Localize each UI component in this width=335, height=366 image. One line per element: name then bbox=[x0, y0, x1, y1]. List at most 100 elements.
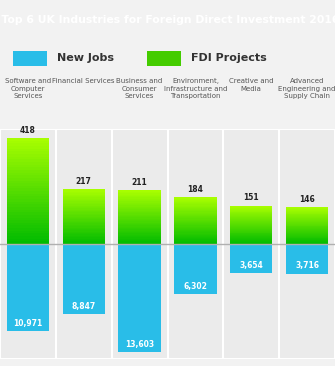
Bar bbox=[63, 220, 105, 222]
Bar bbox=[286, 207, 328, 208]
Bar bbox=[286, 232, 328, 233]
Bar bbox=[118, 190, 161, 192]
Bar bbox=[118, 193, 161, 195]
Bar bbox=[286, 213, 328, 214]
Bar bbox=[286, 210, 328, 212]
Bar bbox=[286, 224, 328, 225]
Bar bbox=[63, 242, 105, 244]
Bar bbox=[63, 219, 105, 221]
Bar bbox=[7, 244, 49, 331]
Bar bbox=[286, 217, 328, 218]
Bar bbox=[118, 238, 161, 240]
Bar bbox=[286, 209, 328, 210]
Bar bbox=[174, 222, 217, 223]
Bar bbox=[7, 209, 49, 212]
Bar bbox=[174, 201, 217, 202]
Bar bbox=[118, 227, 161, 228]
Bar bbox=[230, 208, 272, 209]
Bar bbox=[7, 239, 49, 241]
Bar bbox=[286, 237, 328, 239]
Bar bbox=[230, 217, 272, 218]
Bar bbox=[286, 212, 328, 213]
Bar bbox=[63, 211, 105, 212]
Bar bbox=[7, 141, 49, 143]
Bar bbox=[230, 241, 272, 242]
Bar bbox=[7, 207, 49, 210]
Bar bbox=[118, 225, 161, 227]
Bar bbox=[174, 199, 217, 201]
Bar bbox=[230, 221, 272, 222]
Bar bbox=[230, 234, 272, 235]
Bar bbox=[174, 237, 217, 238]
Bar bbox=[230, 228, 272, 230]
Bar bbox=[286, 212, 328, 213]
Bar bbox=[286, 231, 328, 232]
Bar bbox=[230, 225, 272, 226]
Bar bbox=[63, 197, 105, 199]
Text: 217: 217 bbox=[76, 177, 92, 186]
Bar bbox=[7, 220, 49, 223]
Bar bbox=[286, 225, 328, 227]
Bar bbox=[286, 236, 328, 238]
Bar bbox=[174, 236, 217, 237]
Bar bbox=[118, 219, 161, 220]
Bar bbox=[63, 215, 105, 217]
Bar bbox=[279, 129, 335, 359]
Bar bbox=[230, 227, 272, 228]
Bar bbox=[63, 226, 105, 228]
Bar bbox=[174, 228, 217, 229]
Bar bbox=[7, 157, 49, 159]
Bar bbox=[174, 224, 217, 225]
Bar bbox=[174, 202, 217, 203]
Bar bbox=[63, 208, 105, 210]
Bar bbox=[174, 225, 217, 227]
Bar bbox=[63, 237, 105, 239]
Bar bbox=[118, 197, 161, 199]
Bar bbox=[7, 241, 49, 244]
Bar bbox=[7, 138, 49, 141]
Bar bbox=[230, 239, 272, 240]
Bar bbox=[63, 205, 105, 207]
Bar bbox=[230, 238, 272, 239]
Bar bbox=[230, 228, 272, 229]
Bar bbox=[286, 224, 328, 225]
Bar bbox=[63, 201, 105, 203]
Bar bbox=[7, 162, 49, 165]
Bar bbox=[118, 216, 161, 217]
Bar bbox=[230, 235, 272, 236]
Bar bbox=[230, 223, 272, 224]
Bar bbox=[230, 206, 272, 207]
Bar bbox=[118, 206, 161, 208]
Bar bbox=[286, 210, 328, 211]
Bar bbox=[286, 244, 328, 273]
Bar bbox=[147, 51, 181, 66]
Text: Advanced
Engineering and
Supply Chain: Advanced Engineering and Supply Chain bbox=[278, 78, 335, 99]
Bar bbox=[230, 229, 272, 231]
Text: 3,716: 3,716 bbox=[295, 261, 319, 270]
Bar bbox=[230, 208, 272, 210]
Bar bbox=[7, 159, 49, 162]
Bar bbox=[230, 240, 272, 241]
Bar bbox=[63, 241, 105, 243]
Bar bbox=[230, 211, 272, 213]
Bar bbox=[118, 221, 161, 223]
Bar bbox=[7, 215, 49, 217]
Bar bbox=[118, 237, 161, 239]
Bar bbox=[174, 226, 217, 228]
Bar bbox=[174, 220, 217, 222]
Bar bbox=[230, 213, 272, 214]
Bar bbox=[174, 205, 217, 207]
Bar bbox=[230, 233, 272, 235]
Bar bbox=[286, 227, 328, 228]
Bar bbox=[230, 231, 272, 232]
Bar bbox=[286, 238, 328, 239]
Bar bbox=[286, 218, 328, 219]
Bar bbox=[118, 217, 161, 219]
Text: 3,654: 3,654 bbox=[240, 261, 263, 270]
Bar bbox=[286, 223, 328, 224]
Bar bbox=[174, 242, 217, 243]
Bar bbox=[174, 203, 217, 205]
Text: FDI Projects: FDI Projects bbox=[191, 53, 267, 63]
Bar bbox=[286, 239, 328, 240]
Bar bbox=[63, 212, 105, 214]
